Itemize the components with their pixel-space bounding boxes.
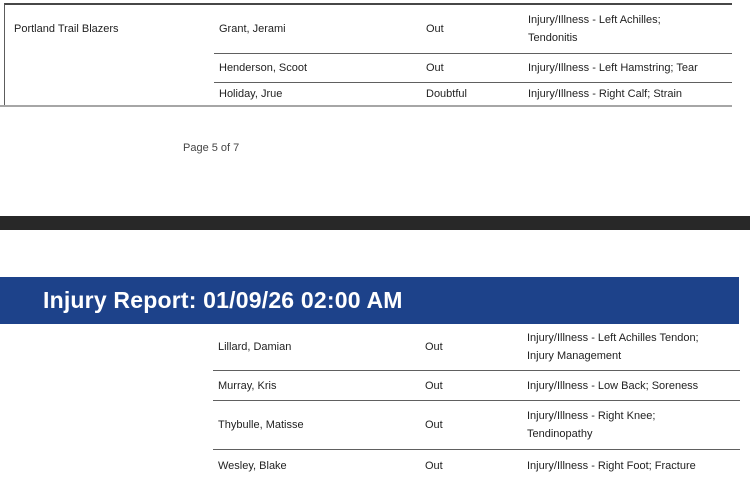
player-name: Henderson, Scoot [219, 62, 308, 74]
reason-line: Tendinopathy [527, 428, 593, 440]
reason-line: Injury/Illness - Right Knee; [527, 410, 656, 422]
team-name: Portland Trail Blazers [5, 5, 214, 53]
reason-line: Injury/Illness - Left Hamstring; Tear [528, 62, 698, 74]
reason-text: Injury/Illness - Left Achilles Tendon; I… [527, 329, 740, 365]
status-value: Out [425, 459, 443, 472]
player-name: Grant, Jerami [219, 23, 286, 35]
page-number: Page 5 of 7 [183, 142, 240, 154]
report-title: Injury Report: 01/09/26 02:00 AM [43, 287, 403, 313]
injury-row: Wesley, Blake Out Injury/Illness - Right… [213, 449, 740, 481]
reason-text: Injury/Illness - Left Hamstring; Tear [528, 59, 732, 77]
injury-table-top: Portland Trail Blazers Grant, Jerami Out… [4, 3, 732, 105]
reason-line: Injury/Illness - Low Back; Soreness [527, 379, 699, 392]
table-bottom-border [0, 105, 732, 107]
reason-line: Tendonitis [528, 32, 578, 44]
reason-line: Injury/Illness - Right Calf; Strain [528, 88, 683, 100]
player-name: Holiday, Jrue [219, 88, 283, 100]
status-value: Out [426, 62, 444, 74]
player-name: Lillard, Damian [218, 341, 292, 353]
reason-line: Injury Management [527, 350, 622, 362]
injury-row: Thybulle, Matisse Out Injury/Illness - R… [213, 400, 740, 449]
reason-line: Injury/Illness - Left Achilles; [528, 14, 661, 26]
reason-text: Injury/Illness - Right Knee; Tendinopath… [527, 407, 740, 443]
status-value: Out [426, 23, 444, 35]
status-value: Out [425, 419, 443, 431]
reason-text: Injury/Illness - Low Back; Soreness [527, 377, 740, 395]
injury-row: Holiday, Jrue Doubtful Injury/Illness - … [5, 82, 732, 105]
injury-row: Henderson, Scoot Out Injury/Illness - Le… [5, 53, 732, 82]
reason-line: Injury/Illness - Right Foot; Fracture [527, 459, 696, 472]
injury-row: Lillard, Damian Out Injury/Illness - Lef… [213, 324, 740, 370]
team-name-label: Portland Trail Blazers [14, 23, 119, 35]
report-header: Injury Report: 01/09/26 02:00 AM [0, 277, 739, 324]
injury-row: Murray, Kris Out Injury/Illness - Low Ba… [213, 370, 740, 400]
reason-line: Injury/Illness - Left Achilles Tendon; [527, 332, 699, 344]
status-value: Out [425, 379, 443, 392]
injury-row: Portland Trail Blazers Grant, Jerami Out… [5, 5, 732, 53]
page-break-band [0, 216, 750, 230]
player-name: Murray, Kris [218, 379, 277, 392]
reason-text: Injury/Illness - Left Achilles; Tendonit… [528, 11, 732, 47]
status-value: Doubtful [426, 88, 467, 100]
reason-text: Injury/Illness - Right Calf; Strain [528, 85, 732, 103]
player-name: Wesley, Blake [218, 459, 287, 472]
status-value: Out [425, 341, 443, 353]
injury-table-bottom: Lillard, Damian Out Injury/Illness - Lef… [213, 324, 740, 481]
player-name: Thybulle, Matisse [218, 419, 304, 431]
reason-text: Injury/Illness - Right Foot; Fracture [527, 457, 740, 475]
